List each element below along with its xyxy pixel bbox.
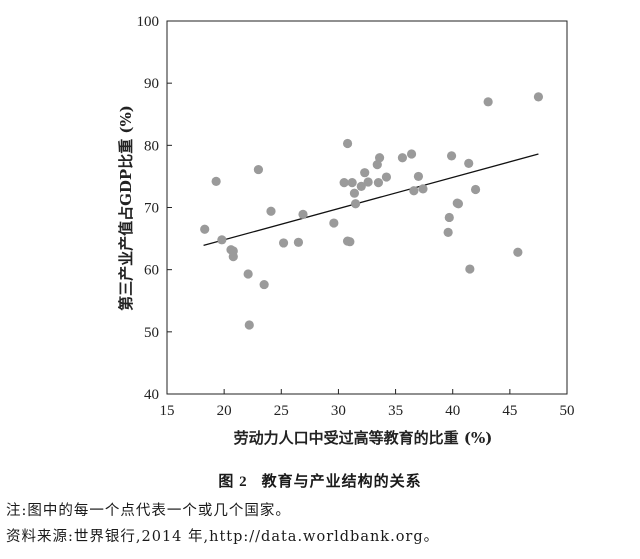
plot-frame [166,20,568,395]
data-point [211,176,221,186]
trendline [203,153,539,247]
y-tick-label: 90 [144,76,159,92]
data-point [347,178,357,188]
data-point [360,168,370,178]
x-tick-label: 35 [388,403,403,419]
x-tick-label: 30 [331,403,346,419]
data-point [373,178,384,188]
data-point [253,164,264,175]
data-point [350,199,361,209]
data-point [374,153,385,163]
scatter-chart: 15 20 25 30 35 40 45 50 40 50 60 70 80 90 100 劳动力人口中受过… [117,14,575,447]
data-point [443,227,453,237]
x-tick-label: 25 [274,403,289,419]
figure-caption: 图 2 教育与产业结构的关系 [0,470,640,491]
data-point [409,186,419,196]
data-point [200,224,210,234]
x-tick-label: 50 [560,403,575,419]
figure-number: 图 2 [218,474,248,490]
data-points [200,92,544,330]
y-axis-title: 第三产业产值占GDP比重 (%) [117,105,135,311]
figure-title: 教育与产业结构的关系 [261,472,422,490]
data-point [483,97,493,107]
data-point [339,178,349,188]
data-point [329,218,339,228]
data-point [345,237,355,247]
data-point [413,171,424,182]
y-tick-label: 100 [137,14,160,30]
data-point [418,184,428,194]
data-point [298,209,308,219]
data-point [266,206,276,216]
data-point [406,149,417,159]
y-tick-label: 70 [144,201,159,217]
data-point [513,247,523,257]
data-point [363,177,373,187]
data-source-note: 资料来源:世界银行,2014 年,http://data.worldbank.o… [6,529,440,545]
y-tick-label: 80 [144,138,159,154]
x-tick-label: 40 [445,403,460,419]
data-point [356,181,366,191]
data-point [278,238,289,248]
y-tick-label: 40 [144,387,159,403]
x-tick-label: 45 [502,403,517,419]
x-tick-label: 15 [160,403,175,419]
data-point [243,269,253,279]
data-point [446,151,457,161]
data-point [259,279,269,290]
data-point [244,320,254,330]
data-point [444,212,454,223]
data-point [464,158,474,168]
data-point [465,264,475,274]
x-axis-title: 劳动力人口中受过高等教育的比重 (%) [234,429,493,447]
data-point [217,235,227,245]
y-tick-label: 50 [144,325,159,341]
trendline-group [203,153,539,247]
data-point [397,153,408,163]
data-point [533,92,544,102]
data-point [293,237,304,247]
data-point [342,138,353,149]
figure-note: 注:图中的每一个点代表一个或几个国家。 [6,503,291,519]
data-point [381,172,392,182]
x-tick-label: 20 [217,403,232,419]
data-point [349,188,360,198]
data-point [228,252,238,262]
data-point [453,199,464,209]
chart-axes: 15 20 25 30 35 40 45 50 40 50 60 70 80 90 100 [137,14,575,419]
y-tick-label: 60 [144,263,159,279]
data-point [470,184,481,195]
